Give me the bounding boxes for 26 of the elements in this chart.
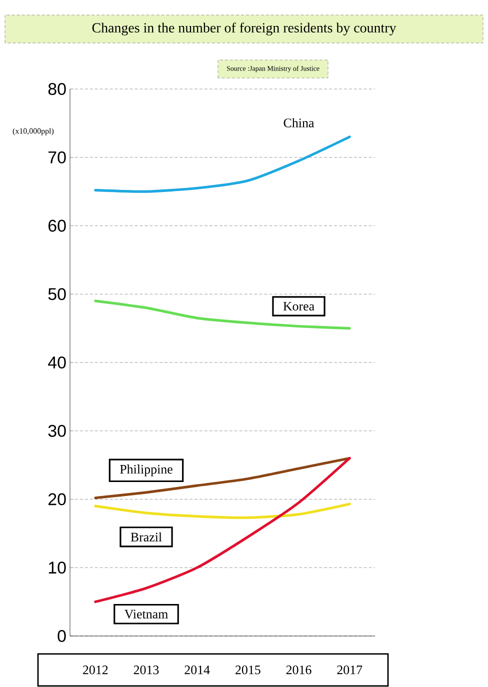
x-tick-label: 2012 bbox=[83, 666, 108, 674]
y-tick-label: 30 bbox=[48, 424, 66, 437]
y-tick-label: 80 bbox=[48, 82, 66, 95]
y-tick-label: 20 bbox=[48, 493, 66, 506]
x-tick-label: 2013 bbox=[134, 666, 159, 674]
line-series bbox=[94, 456, 351, 500]
line-series bbox=[94, 136, 351, 193]
y-tick-label: 70 bbox=[48, 151, 66, 164]
chart-title: Changes in the number of foreign residents by country bbox=[92, 22, 396, 36]
series-label: Vietnam bbox=[124, 610, 168, 619]
x-tick-label: 2016 bbox=[286, 666, 312, 674]
line-series bbox=[94, 456, 351, 604]
y-tick-label: 50 bbox=[48, 288, 66, 300]
series-label: Brazil bbox=[130, 532, 162, 542]
y-tick-label: 60 bbox=[48, 220, 66, 232]
x-tick-label: 2017 bbox=[337, 666, 362, 674]
y-tick-label: 10 bbox=[48, 562, 66, 574]
series-label: Philippine bbox=[120, 464, 172, 476]
line-series bbox=[94, 502, 351, 520]
y-tick-label: 0 bbox=[58, 630, 66, 642]
line-series bbox=[94, 300, 351, 330]
x-tick-label: 2015 bbox=[236, 666, 260, 674]
series-label: China bbox=[284, 118, 314, 128]
y-tick-label: 40 bbox=[48, 356, 66, 368]
x-tick-label: 2014 bbox=[184, 666, 210, 674]
series-label: Korea bbox=[283, 302, 314, 311]
